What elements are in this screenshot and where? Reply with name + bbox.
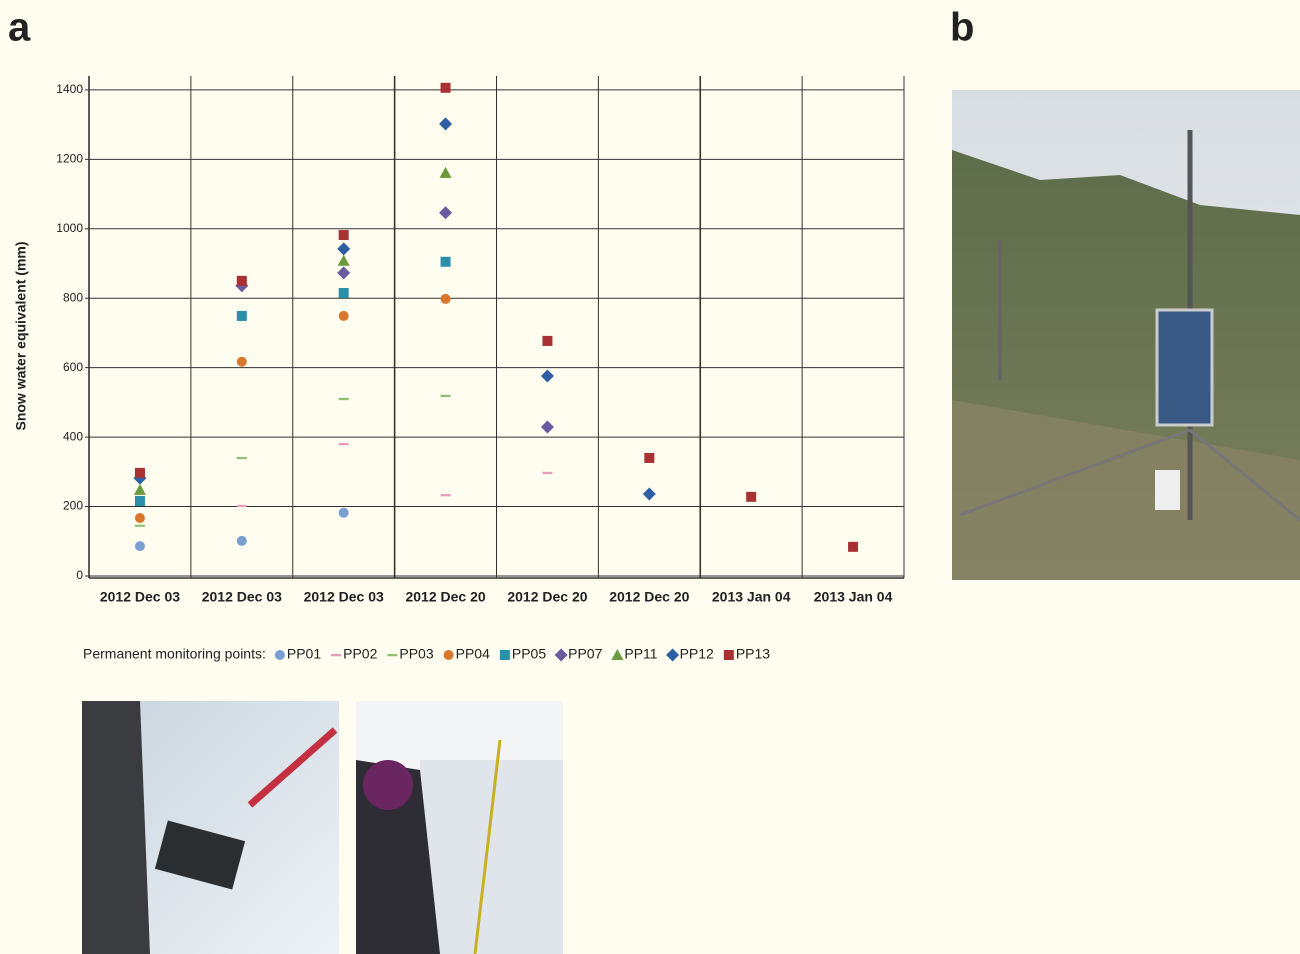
legend-label: PP03	[399, 646, 433, 662]
point	[542, 336, 552, 346]
legend-label: PP12	[680, 646, 714, 662]
x-tick-label: 2012 Dec 03	[304, 589, 384, 605]
point	[237, 311, 247, 321]
point	[643, 488, 656, 501]
point	[441, 257, 451, 267]
legend-marker	[666, 649, 679, 662]
point	[439, 117, 452, 130]
point	[237, 276, 247, 286]
panel-label: a	[8, 6, 31, 50]
point	[337, 266, 350, 279]
x-tick-label: 2012 Dec 20	[609, 589, 689, 605]
y-tick-label: 1000	[56, 221, 83, 235]
point	[339, 288, 349, 298]
point	[237, 457, 247, 459]
point	[135, 525, 145, 527]
legend-marker	[444, 650, 454, 660]
point	[135, 468, 145, 478]
legend-label: PP02	[343, 646, 377, 662]
legend-label: PP07	[568, 646, 602, 662]
point	[337, 242, 350, 255]
point	[441, 83, 451, 93]
point	[441, 395, 451, 397]
legend-marker	[331, 654, 341, 656]
point	[439, 206, 452, 219]
y-tick-label: 1400	[56, 82, 83, 96]
legend-marker	[555, 649, 568, 662]
point	[135, 496, 145, 506]
point	[135, 541, 145, 551]
point	[237, 536, 247, 546]
point	[338, 255, 350, 266]
legend-marker	[275, 650, 285, 660]
legend-label: PP01	[287, 646, 321, 662]
point	[339, 443, 349, 445]
point	[339, 311, 349, 321]
photo-snow-pit-2	[356, 701, 563, 954]
y-axis-label: Snow water equivalent (mm)	[13, 241, 29, 430]
x-tick-label: 2012 Dec 03	[202, 589, 282, 605]
legend-label: PP11	[624, 646, 657, 662]
legend-label: PP05	[512, 646, 546, 662]
legend-marker	[500, 650, 510, 660]
figure: a b 0 200 400 600 800 1000 1200 1400 2012 Dec 03…	[0, 0, 1300, 954]
x-tick-label: 2012 Dec 03	[100, 589, 180, 605]
x-tick-label: 2013 Jan 04	[712, 589, 791, 605]
point	[541, 370, 554, 383]
y-tick-label: 800	[63, 290, 83, 304]
point	[441, 494, 451, 496]
point	[339, 508, 349, 518]
panel-label: b	[950, 6, 974, 50]
point	[644, 453, 654, 463]
point	[237, 505, 247, 507]
y-tick-label: 600	[63, 360, 83, 374]
photo-snow-pit-1	[82, 701, 339, 954]
point	[134, 484, 146, 495]
point	[440, 167, 452, 178]
point	[441, 294, 451, 304]
legend-label: PP13	[736, 646, 770, 662]
x-tick-label: 2012 Dec 20	[507, 589, 587, 605]
photo-weather-station	[952, 90, 1300, 580]
point	[542, 472, 552, 474]
y-tick-label: 1200	[56, 152, 83, 166]
point	[746, 492, 756, 502]
legend-title: Permanent monitoring points:	[83, 646, 266, 662]
x-tick-label: 2012 Dec 20	[405, 589, 485, 605]
point	[339, 230, 349, 240]
legend-marker	[611, 649, 623, 660]
legend-marker	[387, 654, 397, 656]
legend-label: PP04	[456, 646, 490, 662]
point	[135, 513, 145, 523]
point	[339, 398, 349, 400]
y-tick-label: 200	[63, 499, 83, 513]
point	[541, 421, 554, 434]
point	[237, 357, 247, 367]
legend-marker	[724, 650, 734, 660]
point	[848, 542, 858, 552]
x-tick-label: 2013 Jan 04	[814, 589, 893, 605]
y-tick-label: 0	[76, 568, 83, 582]
y-tick-label: 400	[63, 429, 83, 443]
